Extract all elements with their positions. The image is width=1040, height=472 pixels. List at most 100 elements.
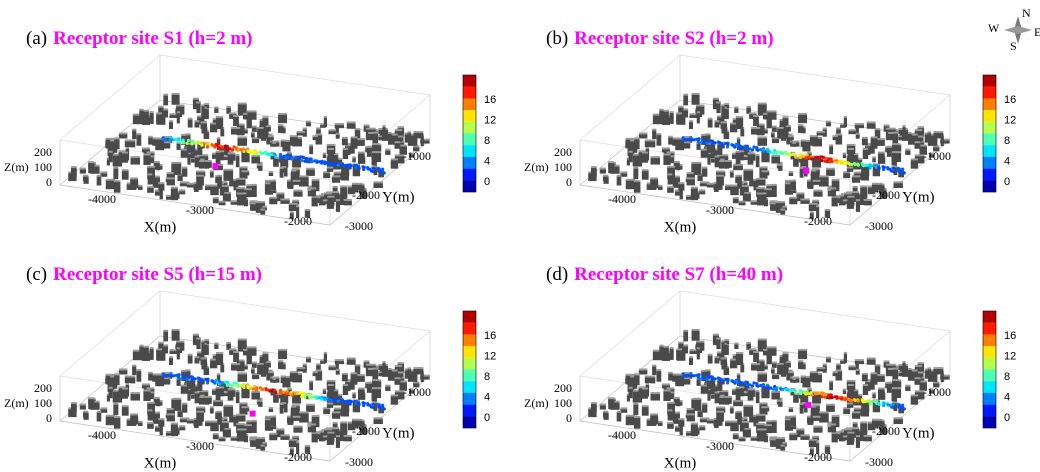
building-roof [236, 423, 245, 425]
building [789, 173, 793, 176]
building [408, 133, 412, 142]
building-roof [919, 381, 927, 383]
box-edge [60, 291, 160, 376]
building [668, 411, 673, 421]
building-roof [226, 106, 231, 108]
building [273, 143, 276, 146]
building-roof [126, 147, 129, 149]
plume-dot [371, 170, 374, 173]
building-roof [233, 115, 239, 117]
building [323, 154, 326, 158]
plume-dot [738, 383, 741, 386]
building [80, 405, 86, 410]
building [716, 176, 724, 185]
building-roof [80, 404, 86, 406]
plume-dot [320, 397, 323, 400]
plume-dot [310, 160, 313, 163]
plume-dot [279, 156, 282, 159]
building-roof [179, 425, 185, 427]
building-roof [150, 347, 154, 349]
building [694, 163, 702, 175]
building [269, 198, 277, 204]
building-roof [674, 397, 680, 399]
building-roof [171, 187, 178, 189]
plume-dot [710, 142, 713, 145]
building-roof [196, 406, 205, 408]
building [148, 411, 153, 421]
building-roof [292, 436, 299, 438]
plume-dot [756, 385, 759, 388]
building [293, 427, 302, 433]
building-roof [828, 425, 831, 427]
building [798, 126, 803, 133]
building-roof [694, 398, 702, 400]
building-roof [678, 106, 683, 108]
building [119, 134, 127, 139]
building [333, 423, 338, 427]
building-roof [719, 396, 725, 398]
building [299, 177, 309, 187]
building [238, 374, 248, 382]
building-roof [71, 402, 77, 404]
building [278, 362, 283, 369]
colorbar-cell [983, 405, 996, 417]
building-roof [650, 413, 658, 415]
building-roof [888, 132, 894, 134]
building-roof [668, 372, 673, 374]
building-roof [142, 147, 150, 149]
building-roof [269, 197, 277, 199]
building-roof [733, 197, 739, 199]
building-roof [71, 166, 77, 168]
plume-dot [878, 167, 881, 170]
building [216, 388, 221, 400]
building-roof [268, 135, 274, 137]
building-roof [871, 372, 878, 374]
z-tick: 200 [34, 381, 52, 395]
building [697, 113, 700, 124]
building-roof [385, 385, 390, 387]
building-roof [327, 144, 336, 146]
building [150, 349, 154, 360]
building-roof [670, 111, 674, 113]
building-roof [697, 111, 700, 113]
building [800, 200, 809, 204]
building-roof [172, 93, 180, 95]
building [791, 181, 796, 190]
building-roof [216, 151, 221, 153]
building-roof [911, 394, 918, 396]
building [853, 187, 858, 191]
building-roof [257, 400, 263, 402]
building [342, 138, 348, 145]
building [231, 128, 240, 134]
building [238, 138, 248, 146]
building [782, 354, 788, 362]
building-roof [342, 373, 348, 375]
building [885, 147, 892, 152]
panel-title-text: Receptor site S5 (h=15 m) [53, 264, 262, 285]
building-roof [826, 357, 831, 359]
building-roof [793, 142, 796, 144]
plume-dot [303, 396, 306, 399]
building [758, 374, 768, 382]
colorbar-cell [463, 157, 476, 169]
building [143, 155, 150, 165]
building [340, 423, 347, 435]
building [280, 404, 284, 413]
y-tick: -3000 [865, 219, 893, 233]
building-roof [801, 139, 806, 141]
building-roof [652, 129, 656, 131]
building [848, 386, 854, 394]
building-roof [928, 131, 932, 133]
plume-dot [164, 139, 167, 142]
building [328, 131, 335, 134]
building [719, 398, 725, 405]
building [150, 113, 154, 124]
building [220, 129, 224, 137]
building-roof [694, 162, 702, 164]
building-roof [278, 124, 283, 126]
building [788, 127, 791, 132]
building [697, 175, 702, 181]
building-roof [617, 175, 622, 177]
building-roof [892, 143, 899, 145]
building-roof [893, 417, 902, 419]
